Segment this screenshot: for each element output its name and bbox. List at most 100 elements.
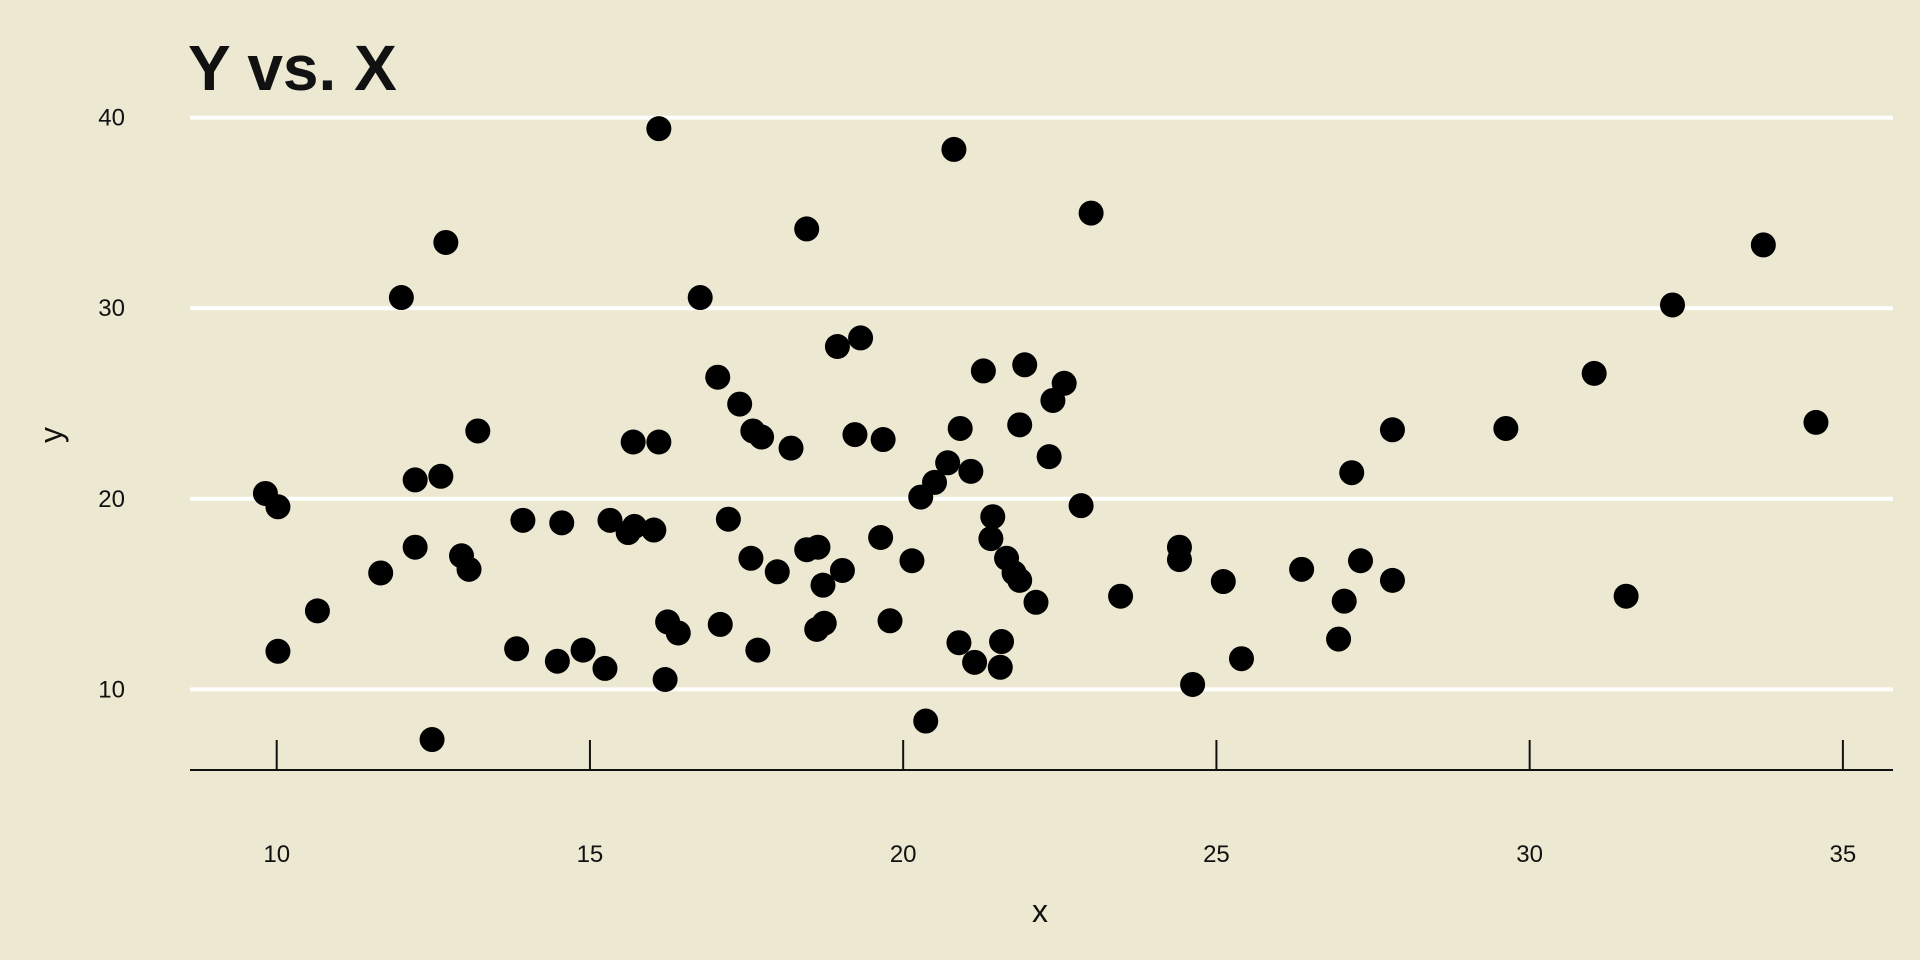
data-point xyxy=(504,636,530,662)
data-point xyxy=(1078,200,1104,226)
data-point xyxy=(646,429,672,455)
data-point xyxy=(465,418,491,444)
data-point xyxy=(428,463,454,489)
y-tick-label: 30 xyxy=(98,295,125,322)
data-point xyxy=(810,572,836,598)
data-point xyxy=(1379,567,1405,593)
y-tick-label: 10 xyxy=(98,676,125,703)
data-point xyxy=(749,424,775,450)
data-point xyxy=(877,608,903,634)
x-tick-label: 25 xyxy=(1203,841,1230,868)
data-point xyxy=(1108,583,1134,609)
data-point xyxy=(1339,460,1365,486)
data-point xyxy=(402,534,428,560)
data-point xyxy=(1331,588,1357,614)
data-point xyxy=(727,391,753,417)
data-points xyxy=(252,116,1829,753)
data-point xyxy=(987,654,1013,680)
data-point xyxy=(1228,646,1254,672)
data-point xyxy=(388,285,414,311)
data-point xyxy=(829,557,855,583)
data-point xyxy=(824,334,850,360)
data-point xyxy=(705,364,731,390)
data-point xyxy=(620,429,646,455)
data-point xyxy=(687,285,713,311)
data-point xyxy=(1348,548,1374,574)
data-point xyxy=(715,506,741,532)
data-point xyxy=(621,513,647,539)
data-point xyxy=(646,116,672,142)
data-point xyxy=(1180,671,1206,697)
data-point xyxy=(549,510,575,536)
data-point xyxy=(707,611,733,637)
data-point xyxy=(433,229,459,255)
data-point xyxy=(1166,547,1192,573)
data-point xyxy=(652,666,678,692)
data-point xyxy=(941,136,967,162)
x-tick-label: 10 xyxy=(263,841,290,868)
data-point xyxy=(402,467,428,493)
data-point xyxy=(1613,583,1639,609)
data-point xyxy=(304,598,330,624)
data-point xyxy=(811,610,837,636)
data-point xyxy=(935,450,961,476)
y-tick-label: 40 xyxy=(98,105,125,132)
data-point xyxy=(1493,415,1519,441)
data-point xyxy=(592,655,618,681)
data-point xyxy=(848,325,874,351)
x-tick-label: 30 xyxy=(1516,841,1543,868)
data-point xyxy=(899,548,925,574)
data-point xyxy=(1023,589,1049,615)
data-point xyxy=(870,427,896,453)
data-point xyxy=(1036,444,1062,470)
y-axis-label: y xyxy=(33,427,69,443)
data-point xyxy=(1289,556,1315,582)
x-tick-label: 15 xyxy=(577,841,604,868)
data-point xyxy=(368,560,394,586)
data-point xyxy=(842,422,868,448)
x-tick-label: 35 xyxy=(1830,841,1857,868)
data-point xyxy=(805,534,831,560)
data-point xyxy=(913,708,939,734)
data-point xyxy=(980,504,1006,530)
data-point xyxy=(1750,232,1776,258)
x-tick-label: 20 xyxy=(890,841,917,868)
data-point xyxy=(1007,412,1033,438)
data-point xyxy=(1581,360,1607,386)
data-point xyxy=(1326,626,1352,652)
data-point xyxy=(778,435,804,461)
data-point xyxy=(1379,417,1405,443)
data-point xyxy=(868,524,894,550)
data-point xyxy=(641,517,667,543)
data-point xyxy=(764,559,790,585)
data-point xyxy=(456,556,482,582)
data-point xyxy=(794,216,820,242)
data-point xyxy=(1068,493,1094,519)
data-point xyxy=(597,507,623,533)
data-point xyxy=(1803,409,1829,435)
x-axis-label: x xyxy=(1032,893,1048,929)
data-point xyxy=(970,358,996,384)
data-point xyxy=(265,638,291,664)
y-tick-label: 20 xyxy=(98,486,125,513)
data-point xyxy=(978,526,1004,552)
data-point xyxy=(1210,569,1236,595)
data-point xyxy=(419,727,445,753)
data-point xyxy=(989,629,1015,655)
gridlines xyxy=(190,115,1893,692)
y-axis-ticks: 10 20 30 40 xyxy=(98,105,125,704)
data-point xyxy=(544,648,570,674)
data-point xyxy=(1012,352,1038,378)
data-point xyxy=(570,637,596,663)
data-point xyxy=(962,649,988,675)
data-point xyxy=(665,620,691,646)
x-axis: 10 15 20 25 30 35 xyxy=(190,740,1893,868)
data-point xyxy=(1659,292,1685,318)
data-point xyxy=(265,494,291,520)
data-point xyxy=(738,545,764,571)
data-point xyxy=(745,637,771,663)
data-point xyxy=(922,469,948,495)
data-point xyxy=(1007,567,1033,593)
data-point xyxy=(1051,370,1077,396)
